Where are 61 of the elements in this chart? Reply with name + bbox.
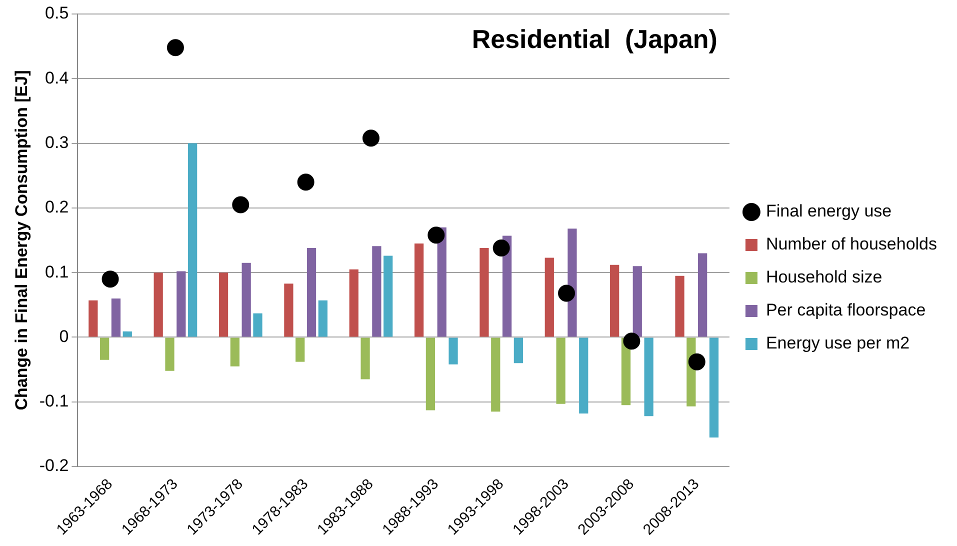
bar (242, 262, 251, 337)
bar (349, 269, 358, 337)
bar (111, 298, 121, 337)
bar (426, 338, 436, 410)
bar (188, 143, 198, 337)
bar (610, 264, 620, 337)
bar (372, 246, 382, 337)
point (428, 226, 445, 244)
bar (698, 253, 708, 337)
bar (306, 248, 316, 337)
bar (384, 256, 393, 337)
y-tick-label: 0.5 (45, 4, 69, 23)
legend-label: Per capita floorspace (766, 300, 926, 320)
y-tick-label: 0.4 (45, 68, 69, 88)
bar (709, 338, 719, 438)
bar (318, 300, 328, 337)
bar (556, 338, 566, 404)
point (232, 196, 250, 214)
point (492, 240, 510, 257)
bar (100, 338, 110, 360)
y-tick-label: -0.1 (39, 392, 69, 411)
chart-title: Residential (Japan) (472, 24, 718, 54)
point (623, 332, 640, 350)
bar (284, 284, 294, 337)
bar (579, 338, 588, 414)
bar (296, 338, 305, 362)
bar (154, 272, 163, 337)
bar (544, 258, 554, 337)
bar (414, 244, 424, 337)
bar (491, 338, 500, 412)
point (362, 130, 380, 147)
bar (122, 331, 132, 337)
bar (176, 271, 186, 337)
bar (632, 266, 642, 337)
y-tick-label: 0.2 (45, 198, 69, 217)
bar (644, 338, 654, 416)
y-tick-label: 0.3 (45, 132, 69, 152)
point (166, 39, 184, 56)
y-tick-label: 0.1 (45, 262, 69, 282)
y-tick-label: 0 (59, 326, 69, 346)
bar (568, 228, 577, 337)
y-tick-label: -0.2 (39, 456, 69, 476)
point (688, 353, 706, 370)
bar (88, 300, 98, 337)
legend-label: Household size (766, 268, 882, 287)
bar (675, 276, 684, 337)
bar (448, 338, 458, 364)
point (297, 174, 314, 191)
point (102, 270, 119, 288)
bar (165, 338, 174, 371)
y-axis-title: Change in Final Energy Consumption [EJ] (12, 70, 31, 410)
legend-label: Number of households (766, 234, 937, 254)
bar (514, 338, 524, 364)
bar (218, 272, 228, 337)
point (558, 284, 576, 302)
bar (480, 248, 489, 337)
legend-label: Final energy use (766, 202, 892, 221)
bar (253, 313, 262, 337)
legend-label: Energy use per m2 (766, 334, 910, 353)
bar (230, 338, 240, 366)
bar (360, 338, 370, 380)
